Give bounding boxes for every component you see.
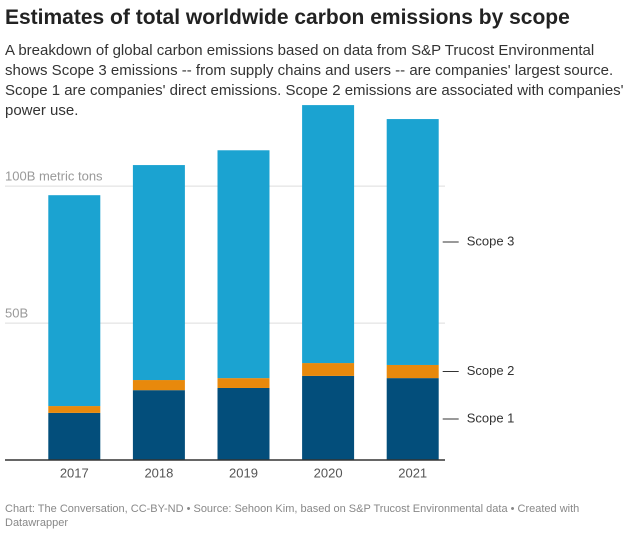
bar-segment [386, 364, 439, 379]
y-tick-label: 50B [5, 306, 28, 321]
x-tick-label: 2019 [229, 465, 258, 480]
chart-note: Chart: The Conversation, CC-BY-ND • Sour… [5, 503, 580, 529]
bar-segment [217, 150, 270, 379]
bar-segment [132, 165, 185, 381]
x-tick-label: 2017 [60, 465, 89, 480]
y-tick-label: 100B metric tons [5, 169, 103, 184]
x-tick-label: 2021 [398, 465, 427, 480]
x-tick-label: 2018 [144, 465, 173, 480]
chart: 50B 100B metric tons 2017 2018 2019 2020 Scope… [5, 105, 515, 480]
bar-segment [48, 195, 101, 407]
bar-segment [386, 119, 439, 365]
legend-label: Scope 1 [467, 410, 515, 425]
bar-segment [217, 378, 270, 388]
bar-segment [386, 378, 439, 460]
bar-segment [48, 406, 101, 413]
chart-subtitle: A breakdown of global carbon emissions b… [5, 42, 624, 119]
bar-segment [302, 375, 355, 460]
bar-segment [48, 412, 101, 460]
chart-title: Estimates of total worldwide carbon emis… [5, 6, 570, 29]
legend-label: Scope 3 [467, 233, 515, 248]
legend-label: Scope 2 [467, 363, 515, 378]
bar-segment [302, 363, 355, 376]
x-tick-label: 2020 [314, 465, 343, 480]
bar-segment [132, 390, 185, 460]
bar-segment [217, 387, 270, 460]
bar-segment [132, 380, 185, 391]
bar-segment [302, 105, 355, 364]
